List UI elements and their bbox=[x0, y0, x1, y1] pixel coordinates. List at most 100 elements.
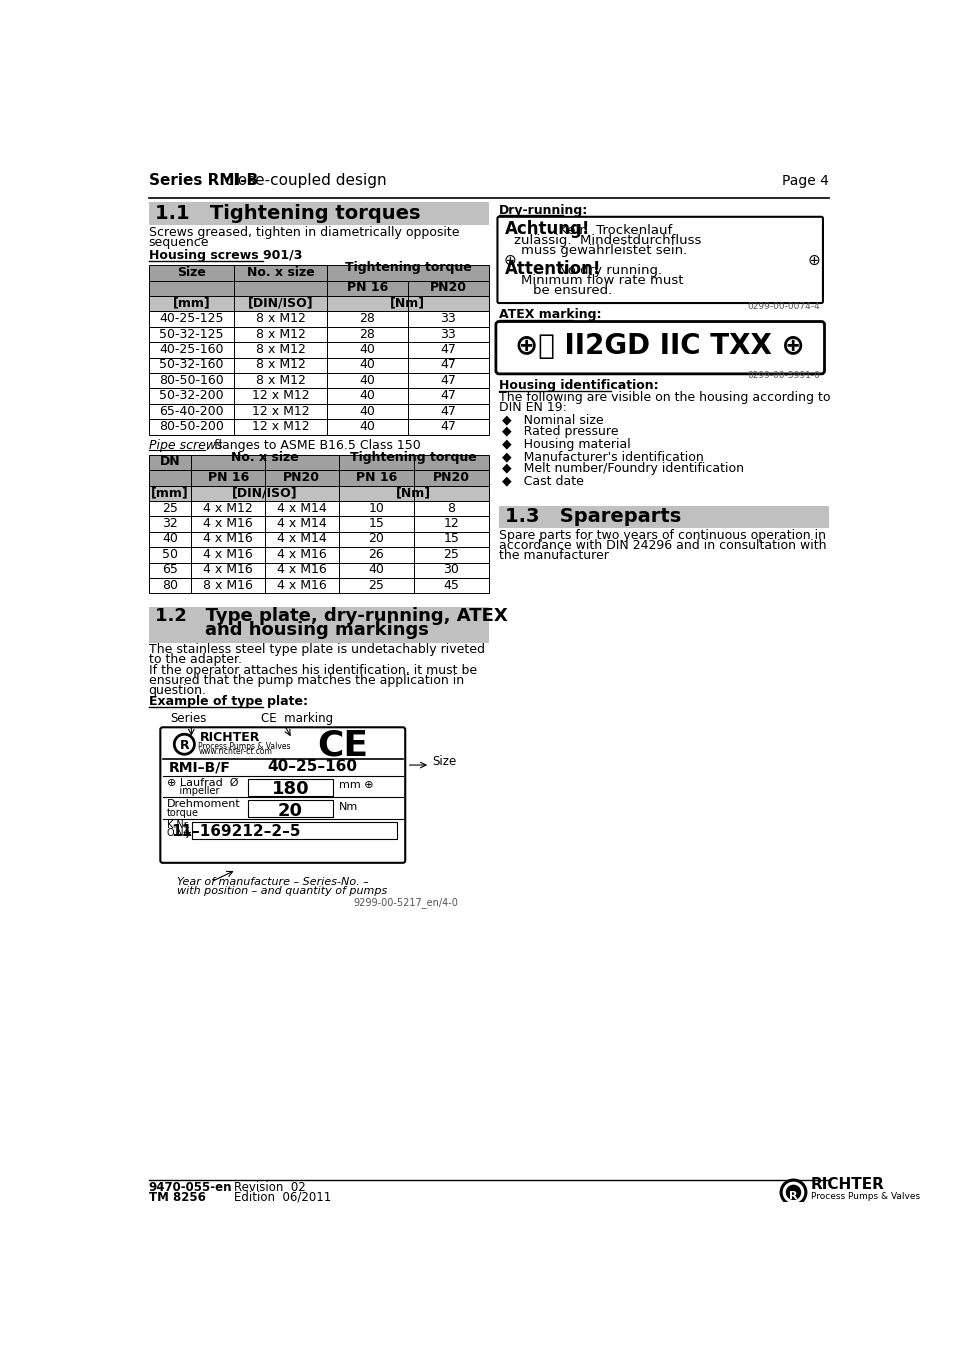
Text: 47: 47 bbox=[440, 405, 456, 417]
Text: 0299-00-0074-4: 0299-00-0074-4 bbox=[746, 303, 819, 311]
Text: 30: 30 bbox=[443, 563, 458, 577]
Bar bbox=[248, 780, 333, 796]
Text: 80-50-200: 80-50-200 bbox=[159, 420, 224, 434]
Bar bbox=[149, 296, 488, 312]
Text: Kein  Trockenlauf: Kein Trockenlauf bbox=[555, 224, 671, 236]
Text: 40: 40 bbox=[162, 532, 178, 546]
Text: 33: 33 bbox=[440, 312, 456, 326]
Text: , flanges to ASME B16.5 Class 150: , flanges to ASME B16.5 Class 150 bbox=[206, 439, 420, 451]
Text: 40: 40 bbox=[368, 563, 384, 577]
Bar bbox=[149, 607, 488, 643]
Text: ⊕: ⊕ bbox=[503, 253, 516, 267]
Text: ◆   Housing material: ◆ Housing material bbox=[501, 438, 630, 451]
Text: 20: 20 bbox=[368, 532, 384, 546]
Text: [Nm]: [Nm] bbox=[395, 486, 431, 500]
Text: 40: 40 bbox=[359, 420, 375, 434]
Text: 12 x M12: 12 x M12 bbox=[252, 389, 309, 403]
Text: 12 x M12: 12 x M12 bbox=[252, 405, 309, 417]
Text: 20: 20 bbox=[277, 802, 303, 820]
Text: 4 x M16: 4 x M16 bbox=[276, 578, 326, 592]
Text: Series: Series bbox=[171, 712, 207, 725]
Text: Spare parts for two years of continuous operation in: Spare parts for two years of continuous … bbox=[498, 528, 825, 542]
Bar bbox=[149, 389, 488, 404]
Text: RMI–B/F: RMI–B/F bbox=[169, 761, 231, 774]
Text: 25: 25 bbox=[162, 501, 178, 515]
Text: Edition  06/2011: Edition 06/2011 bbox=[233, 1190, 331, 1204]
Text: 50: 50 bbox=[162, 549, 178, 561]
Text: 50-32-125: 50-32-125 bbox=[159, 328, 223, 340]
Text: accordance with DIN 24296 and in consultation with: accordance with DIN 24296 and in consult… bbox=[498, 539, 825, 551]
Text: ◆   Cast date: ◆ Cast date bbox=[501, 474, 583, 488]
Text: [mm]: [mm] bbox=[172, 297, 210, 309]
Bar bbox=[149, 455, 488, 470]
Text: 1.2   Type plate, dry-running, ATEX: 1.2 Type plate, dry-running, ATEX bbox=[154, 607, 507, 626]
Bar bbox=[498, 507, 828, 528]
Text: 4 x M16: 4 x M16 bbox=[203, 563, 253, 577]
Text: No. x size: No. x size bbox=[231, 451, 298, 463]
Text: Attention!: Attention! bbox=[505, 259, 601, 278]
Text: 4 x M16: 4 x M16 bbox=[203, 549, 253, 561]
Text: and housing markings: and housing markings bbox=[154, 621, 428, 639]
Bar bbox=[149, 532, 488, 547]
Text: 80: 80 bbox=[162, 578, 178, 592]
Text: 0299-00-5991-0: 0299-00-5991-0 bbox=[746, 372, 819, 381]
Text: 8 x M12: 8 x M12 bbox=[255, 312, 305, 326]
Text: 4 x M12: 4 x M12 bbox=[203, 501, 253, 515]
Text: ◆   Manufacturer's identification: ◆ Manufacturer's identification bbox=[501, 450, 703, 463]
Text: Year of manufacture – Series-No. –: Year of manufacture – Series-No. – bbox=[176, 877, 368, 888]
FancyBboxPatch shape bbox=[497, 216, 822, 303]
Text: Page 4: Page 4 bbox=[781, 174, 828, 188]
Text: ATEX marking:: ATEX marking: bbox=[498, 308, 601, 322]
Text: O.No.: O.No. bbox=[167, 828, 193, 838]
Text: 40-25-160: 40-25-160 bbox=[159, 343, 223, 357]
Text: Housing identification:: Housing identification: bbox=[498, 380, 658, 392]
Bar bbox=[149, 358, 488, 373]
Text: If the operator attaches his identification, it must be: If the operator attaches his identificat… bbox=[149, 665, 476, 677]
Bar bbox=[149, 485, 488, 501]
Text: 4 x M14: 4 x M14 bbox=[276, 517, 326, 530]
Text: K.Nr.: K.Nr. bbox=[167, 820, 190, 830]
Text: ◆   Rated pressure: ◆ Rated pressure bbox=[501, 426, 618, 439]
Text: with position – and quantity of pumps: with position – and quantity of pumps bbox=[176, 886, 387, 897]
Text: 47: 47 bbox=[440, 343, 456, 357]
Circle shape bbox=[781, 1182, 803, 1204]
Text: PN20: PN20 bbox=[433, 471, 469, 484]
Text: 8 x M12: 8 x M12 bbox=[255, 343, 305, 357]
Text: CE  marking: CE marking bbox=[261, 712, 333, 725]
Text: Minimum flow rate must: Minimum flow rate must bbox=[520, 274, 682, 286]
Text: ⊕ Laufrad  Ø: ⊕ Laufrad Ø bbox=[167, 778, 238, 788]
Text: 50-32-160: 50-32-160 bbox=[159, 358, 223, 372]
FancyBboxPatch shape bbox=[160, 727, 405, 863]
Text: the manufacturer: the manufacturer bbox=[498, 549, 608, 562]
Bar bbox=[149, 547, 488, 562]
Circle shape bbox=[785, 1185, 801, 1200]
Text: ensured that the pump matches the application in: ensured that the pump matches the applic… bbox=[149, 674, 463, 688]
Text: Series RMI-B: Series RMI-B bbox=[149, 173, 257, 188]
Text: ⊕: ⊕ bbox=[806, 253, 820, 267]
Bar bbox=[248, 800, 333, 817]
Text: 10: 10 bbox=[368, 501, 384, 515]
Text: to the adapter.: to the adapter. bbox=[149, 654, 241, 666]
Text: [DIN/ISO]: [DIN/ISO] bbox=[232, 486, 297, 500]
Text: Tightening torque: Tightening torque bbox=[350, 451, 476, 463]
Text: Size: Size bbox=[176, 266, 206, 280]
Text: 25: 25 bbox=[368, 578, 384, 592]
Text: ⊕⓪ II2GD IIC TXX ⊕: ⊕⓪ II2GD IIC TXX ⊕ bbox=[515, 332, 804, 359]
Text: The following are visible on the housing according to: The following are visible on the housing… bbox=[498, 390, 830, 404]
Text: 65-40-200: 65-40-200 bbox=[159, 405, 223, 417]
Text: 40: 40 bbox=[359, 374, 375, 386]
Text: 8 x M12: 8 x M12 bbox=[255, 374, 305, 386]
Text: Drehmoment: Drehmoment bbox=[167, 800, 240, 809]
Bar bbox=[149, 327, 488, 342]
Text: 11–169212–2–5: 11–169212–2–5 bbox=[172, 824, 301, 839]
Bar bbox=[149, 516, 488, 532]
Text: 9470-055-en: 9470-055-en bbox=[149, 1181, 232, 1194]
Text: PN 16: PN 16 bbox=[355, 471, 396, 484]
Text: 50-32-200: 50-32-200 bbox=[159, 389, 223, 403]
Text: 80-50-160: 80-50-160 bbox=[159, 374, 223, 386]
Text: 47: 47 bbox=[440, 358, 456, 372]
Text: Size: Size bbox=[432, 755, 456, 767]
Text: mm ⊕: mm ⊕ bbox=[339, 780, 374, 790]
Text: zulässig.  Mindestdurchfluss: zulässig. Mindestdurchfluss bbox=[514, 234, 701, 247]
Bar bbox=[149, 203, 488, 226]
